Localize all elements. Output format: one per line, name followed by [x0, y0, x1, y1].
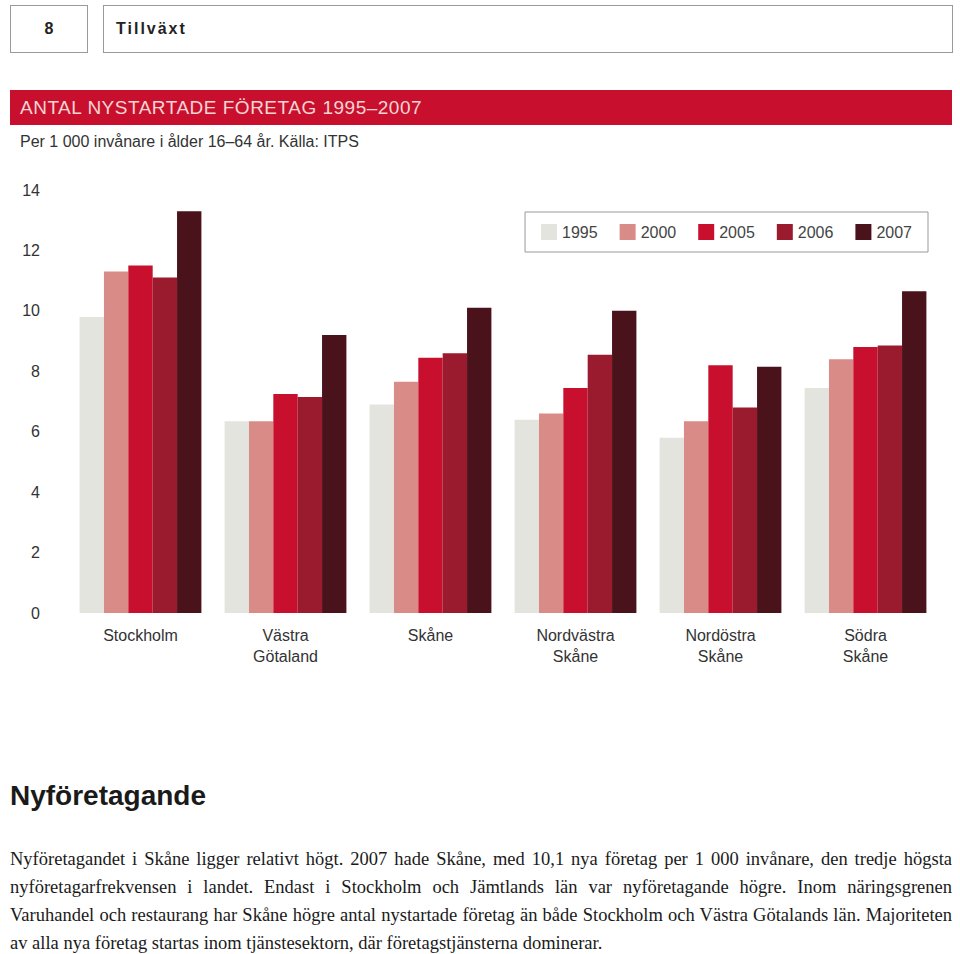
- svg-text:Skåne: Skåne: [408, 627, 453, 644]
- svg-text:Södra: Södra: [844, 627, 887, 644]
- svg-text:0: 0: [31, 605, 40, 622]
- svg-text:2005: 2005: [719, 224, 755, 241]
- svg-text:8: 8: [31, 363, 40, 380]
- svg-text:2: 2: [31, 544, 40, 561]
- html-text:Per 1 000 invånare i ålder 16–: Per 1 000 invånare i ålder 16–64 år. Käl…: [20, 133, 359, 150]
- svg-text:14: 14: [22, 182, 40, 199]
- svg-text:Skåne: Skåne: [553, 648, 598, 665]
- html-text:ANTAL NYSTARTADE FÖRETAG 1995–: ANTAL NYSTARTADE FÖRETAG 1995–2007: [20, 96, 423, 118]
- svg-text:Skåne: Skåne: [843, 648, 888, 665]
- html-text:8: 8: [44, 20, 54, 37]
- svg-text:4: 4: [31, 484, 40, 501]
- svg-text:2007: 2007: [876, 224, 912, 241]
- html-text:Tillväxt: Tillväxt: [116, 20, 187, 37]
- svg-text:1995: 1995: [562, 224, 598, 241]
- svg-text:12: 12: [22, 242, 40, 259]
- svg-text:Götaland: Götaland: [253, 648, 318, 665]
- svg-text:6: 6: [31, 423, 40, 440]
- svg-text:10: 10: [22, 302, 40, 319]
- html-text:Nyföretagandet i Skåne ligger: Nyföretagandet i Skåne ligger relativt h…: [10, 849, 952, 953]
- svg-text:Västra: Västra: [262, 627, 308, 644]
- svg-text:Nordöstra: Nordöstra: [685, 627, 755, 644]
- svg-text:Skåne: Skåne: [698, 648, 743, 665]
- html-text:Nyföretagande: Nyföretagande: [10, 780, 206, 811]
- svg-text:Stockholm: Stockholm: [103, 627, 178, 644]
- svg-text:2006: 2006: [798, 224, 834, 241]
- svg-text:Nordvästra: Nordvästra: [536, 627, 614, 644]
- svg-text:2000: 2000: [641, 224, 677, 241]
